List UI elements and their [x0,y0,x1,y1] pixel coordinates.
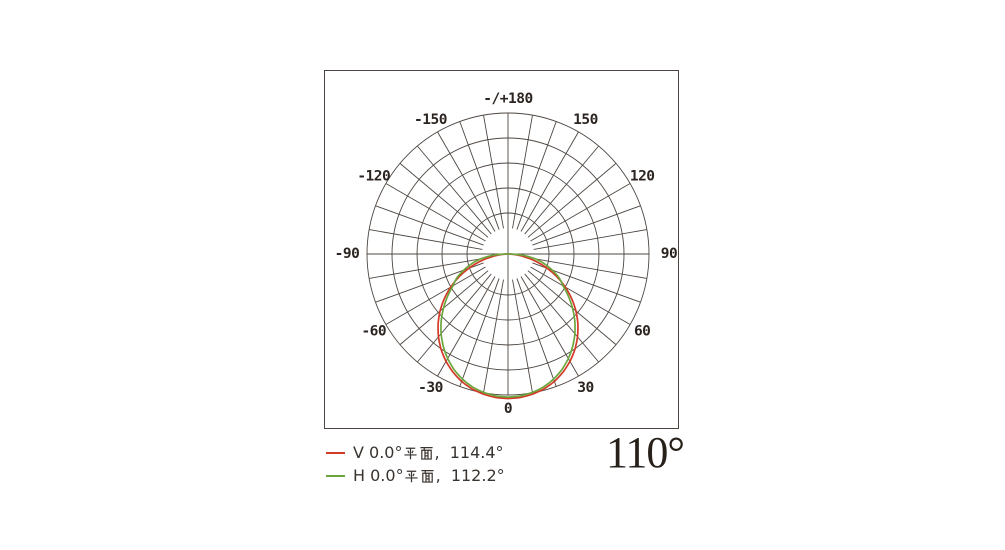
beam-angle-title: 110° [606,428,685,477]
grid-spoke [512,279,533,393]
grid-spoke [520,131,579,232]
grid-spoke [459,278,500,387]
grid-spoke [524,145,599,235]
grid-spoke [437,131,496,232]
grid-spoke [417,273,492,363]
cjk-char-ping-icon [404,447,417,460]
grid-spoke [512,115,533,229]
polar-chart-panel: -/+180 150 120 90 60 30 0 -30 -60 -90 -120 -150 [324,70,679,429]
angle-label: -90 [335,246,360,262]
grid-spoke [483,279,504,393]
grid-spoke [532,205,641,246]
angle-label: 150 [573,112,598,128]
legend-item-v-plane: V 0.0° , 114.4° [326,441,505,464]
legend-item-h-plane: H 0.0° , 112.2° [326,464,505,487]
angle-label: -120 [357,169,390,185]
angle-label: -/+180 [483,91,532,107]
grid-spoke [524,273,599,363]
grid-spoke [533,258,647,279]
grid-spoke [369,229,483,250]
grid-spoke [527,163,617,238]
grid-spoke [459,121,500,230]
grid-spoke [520,276,579,377]
angle-label: 120 [630,169,655,185]
angle-label: 0 [504,401,512,417]
curve-v-plane [437,253,579,400]
grid-spoke [533,229,647,250]
grid-spoke [516,121,557,230]
polar-chart-svg: -/+180 150 120 90 60 30 0 -30 -60 -90 -120 -150 [335,91,678,417]
legend-label-h-prefix: H 0.0° [353,466,404,485]
cjk-char-mian-icon [420,447,433,460]
grid-spoke [417,145,492,235]
grid-spoke [385,183,486,242]
grid-spoke [369,258,483,279]
cjk-char-ping-icon [405,470,418,483]
legend-green-line-swatch [326,474,345,477]
grid-spoke [399,163,489,238]
legend-label-v-prefix: V 0.0° [353,443,403,462]
grid-spoke [385,266,486,325]
grid-spoke [530,183,631,242]
legend: V 0.0° , 114.4° H 0.0° , 112.2° [326,441,505,487]
grid-spoke [483,115,504,229]
curve-h-plane [440,253,576,398]
grid-spoke [437,276,496,377]
legend-label-h-suffix: , 112.2° [435,466,505,485]
angle-label: 30 [577,380,593,396]
grid-spoke [530,266,631,325]
cjk-char-mian-icon [421,470,434,483]
grid-spoke [375,205,484,246]
angle-label: 60 [634,324,650,340]
angle-label: 90 [661,246,677,262]
angle-label: -150 [414,112,447,128]
legend-label-v-suffix: , 114.4° [434,443,504,462]
angle-label: -60 [361,324,386,340]
legend-red-line-swatch [326,451,345,454]
angle-label: -30 [418,380,443,396]
grid-spoke [516,278,557,387]
